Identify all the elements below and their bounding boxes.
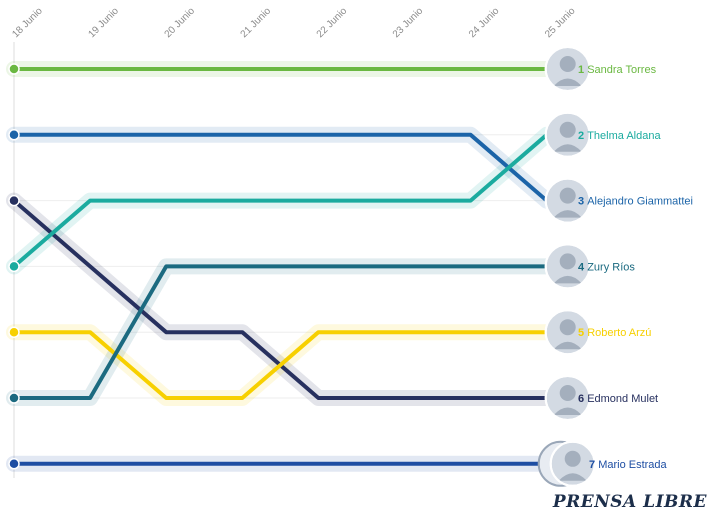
avatar-head bbox=[559, 187, 576, 204]
avatar-border bbox=[544, 177, 591, 224]
series-name: Sandra Torres bbox=[587, 64, 656, 76]
series-lines bbox=[12, 67, 549, 466]
avatar-head bbox=[559, 253, 576, 270]
line-halo bbox=[6, 126, 555, 209]
series-line bbox=[12, 132, 549, 269]
series-line bbox=[12, 330, 549, 400]
series-rank: 7 bbox=[589, 459, 598, 471]
avatar-head bbox=[559, 385, 576, 401]
series-line bbox=[12, 132, 549, 203]
series-rank: 2 bbox=[578, 130, 587, 142]
avatar-body bbox=[553, 407, 582, 415]
series-label: 3 Alejandro Giammattei bbox=[578, 196, 693, 208]
avatar-border bbox=[544, 111, 591, 158]
x-tick-label: 19 Junio bbox=[86, 5, 121, 40]
avatar-border bbox=[544, 375, 591, 421]
series-label: 5 Roberto Arzú bbox=[578, 327, 651, 339]
avatar-body bbox=[553, 275, 582, 284]
avatar-body bbox=[553, 341, 582, 350]
avatar-border bbox=[544, 46, 591, 92]
x-axis-ticks: 18 Junio 19 Junio 20 Junio 21 Junio 22 Junio… bbox=[10, 5, 578, 40]
series-name: Thelma Aldana bbox=[587, 130, 661, 142]
avatar-body bbox=[553, 144, 582, 152]
avatar-head bbox=[559, 56, 576, 72]
avatar-head bbox=[559, 121, 576, 138]
series-rank: 1 bbox=[578, 64, 587, 76]
series-name: Alejandro Giammattei bbox=[587, 196, 693, 208]
series-label: 1 Sandra Torres bbox=[578, 64, 657, 76]
series-name: Mario Estrada bbox=[598, 459, 667, 471]
x-tick-label: 21 Junio bbox=[239, 5, 274, 40]
avatar-head bbox=[564, 450, 581, 467]
start-marker bbox=[8, 194, 20, 207]
avatar-border bbox=[544, 309, 591, 356]
series-label: 4 Zury Ríos bbox=[578, 261, 635, 273]
x-tick-label: 20 Junio bbox=[163, 5, 198, 40]
start-marker bbox=[8, 260, 20, 273]
avatar-body bbox=[553, 78, 582, 86]
series-label: 2 Thelma Aldana bbox=[578, 130, 661, 142]
series-line bbox=[12, 264, 549, 400]
series-label: 6 Edmond Mulet bbox=[578, 393, 658, 405]
x-tick-label: 24 Junio bbox=[467, 5, 502, 40]
start-marker bbox=[8, 326, 20, 338]
series-label: 7 Mario Estrada bbox=[589, 459, 668, 471]
avatar-body bbox=[558, 473, 587, 481]
series-name: Roberto Arzú bbox=[587, 327, 651, 339]
avatar-body bbox=[553, 210, 582, 218]
x-tick-label: 23 Junio bbox=[391, 5, 426, 40]
x-tick-label: 22 Junio bbox=[315, 5, 350, 40]
start-markers bbox=[8, 63, 20, 470]
avatar-head bbox=[559, 319, 576, 336]
start-marker bbox=[8, 63, 20, 75]
series-rank: 4 bbox=[578, 261, 587, 273]
series-rank: 6 bbox=[578, 393, 587, 405]
candidate-avatars bbox=[537, 46, 596, 487]
series-name: Edmond Mulet bbox=[587, 393, 658, 405]
avatar-border bbox=[544, 243, 591, 290]
start-marker bbox=[8, 129, 20, 141]
start-marker bbox=[8, 458, 20, 470]
series-labels: 1 Sandra Torres 2 Thelma Aldana 3 Alejandr… bbox=[578, 64, 693, 471]
series-rank: 3 bbox=[578, 196, 587, 208]
brand-logo: PRENSA LIBRE bbox=[552, 492, 707, 512]
series-name: Zury Ríos bbox=[587, 261, 635, 273]
series-rank: 5 bbox=[578, 327, 587, 339]
avatar-border bbox=[549, 440, 596, 487]
x-tick-label: 25 Junio bbox=[543, 5, 578, 40]
start-marker bbox=[8, 392, 20, 404]
x-tick-label: 18 Junio bbox=[10, 5, 45, 40]
